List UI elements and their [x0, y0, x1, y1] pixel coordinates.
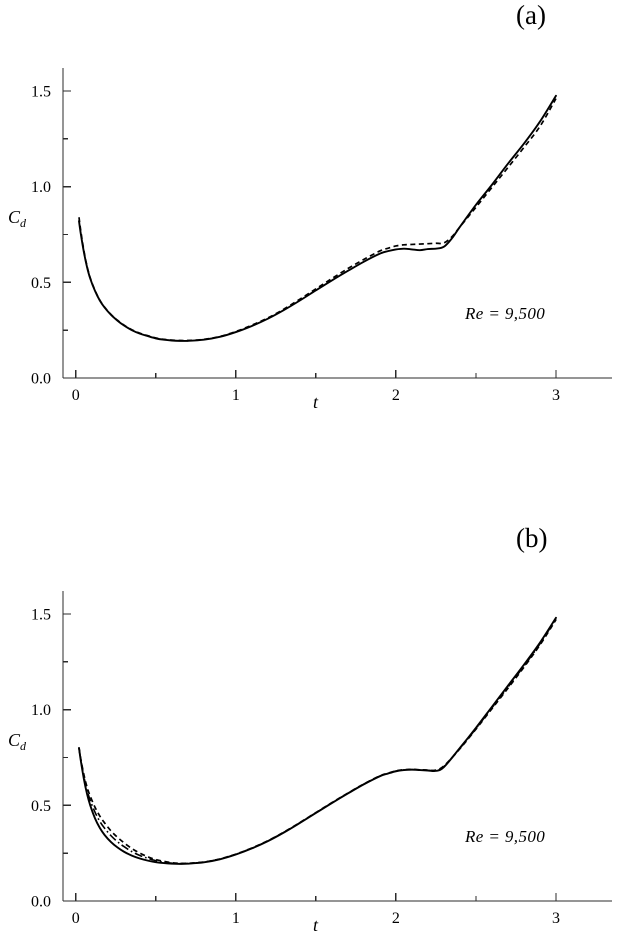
y-tick-label: 0.0 — [31, 894, 51, 911]
x-tick-label: 1 — [232, 910, 240, 927]
x-tick-label: 2 — [392, 387, 400, 404]
panel-label-a: (a) — [516, 0, 546, 30]
x-tick-label: 1 — [232, 387, 240, 404]
curve-dashed — [78, 98, 557, 342]
curve-solid — [78, 94, 557, 342]
y-axis-title-a-main: C — [8, 207, 21, 227]
y-axis-title-b-main: C — [8, 730, 21, 750]
panel-b: (b) Cd t Re = 9,500 0.0 0.5 1.0 1.5 0 1 2 3 — [0, 471, 620, 942]
y-tick-label: 0.5 — [31, 275, 51, 292]
y-axis-title-a: Cd — [8, 207, 26, 231]
y-tick-label: 1.0 — [31, 179, 51, 196]
x-tick-label: 3 — [552, 910, 560, 927]
x-tick-label: 0 — [72, 387, 80, 404]
x-tick-label: 3 — [552, 387, 560, 404]
x-axis-title-b: t — [313, 915, 319, 935]
x-axis-title-a: t — [313, 392, 319, 412]
reynolds-annotation-a: Re = 9,500 — [465, 304, 546, 323]
curve-dashed — [78, 619, 557, 865]
curve-solid — [78, 616, 557, 865]
y-axis-title-b-sub: d — [20, 739, 27, 754]
y-tick-label: 0.0 — [31, 371, 51, 388]
y-tick-label: 1.0 — [31, 702, 51, 719]
x-tick-label: 2 — [392, 910, 400, 927]
panel-label-b: (b) — [516, 523, 548, 553]
x-tick-label: 0 — [72, 910, 80, 927]
y-tick-label: 1.5 — [31, 606, 51, 623]
y-tick-label: 0.5 — [31, 798, 51, 815]
y-axis-title-b: Cd — [8, 730, 26, 754]
panel-a: (a) Cd t Re = 9,500 0.0 0.5 1.0 1.5 0 1 2 3 — [8, 0, 612, 412]
y-tick-label: 1.5 — [31, 83, 51, 100]
y-axis-title-a-sub: d — [20, 216, 27, 231]
reynolds-annotation-b: Re = 9,500 — [465, 827, 546, 846]
plot-area-a: 0.0 0.5 1.0 1.5 0 1 2 3 — [31, 68, 612, 404]
curve-dash-dot — [78, 618, 557, 865]
plot-area-b: 0.0 0.5 1.0 1.5 0 1 2 3 — [31, 591, 612, 927]
